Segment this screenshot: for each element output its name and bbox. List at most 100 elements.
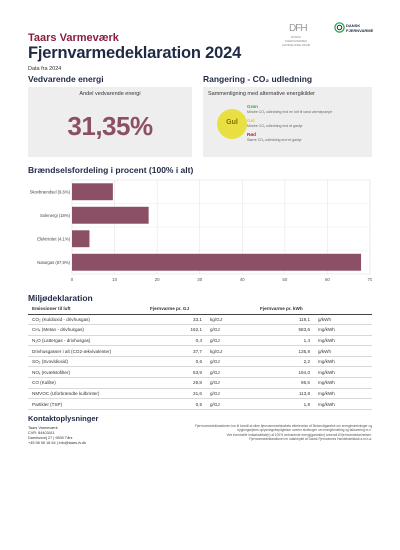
table-cell: mg/kWh: [314, 366, 372, 379]
table-cell: NMVOC (Uforbrændte kulbrinter): [28, 388, 146, 400]
fuel-distribution-chart-svg: 0 10 20 30 40 50 60 70 Skovbrændsel (9,6%) Solene…: [30, 179, 372, 282]
emissions-table-wrap: Emissioner til luft Fjernvarme pr. GJ Fj…: [28, 304, 372, 410]
chart-category-label: Naturgas (67,9%): [37, 260, 70, 265]
table-row: CO (Kulilte) 26,8 g/GJ 96,5 mg/kWh: [28, 377, 372, 389]
table-row: CH₄ (Metan - drivhusgas) 162,1 g/GJ 583,6 mg…: [28, 324, 372, 336]
contact-line: Damhusvej 27 | 9830 Tårs: [28, 436, 73, 440]
table-cell: g/kWh: [314, 345, 372, 357]
chart-x-tick-label: 60: [325, 277, 330, 282]
rangering-section-title: Rangering - CO₂ udledning: [203, 74, 313, 84]
chart-x-tick-label: 30: [197, 277, 202, 282]
table-row: Partikler (TSP) 0,5 g/GJ 1,8 mg/kWh: [28, 398, 372, 410]
table-cell: 0,4: [146, 335, 206, 347]
chart-bar: [72, 183, 113, 201]
table-cell: 1,8: [256, 398, 314, 410]
disclaimer: Fjernvarmedeklarationen har til formål a…: [142, 424, 372, 442]
table-cell: 37,7: [146, 345, 206, 357]
table-cell: CO (Kulilte): [28, 377, 146, 389]
table-cell: mg/kWh: [314, 356, 372, 368]
chart-x-tick-label: 20: [155, 277, 160, 282]
table-header-cell: Fjernvarme pr. GJ: [146, 304, 206, 315]
table-row: N₂O (Lattergas - drivhusgas) 0,4 g/GJ 1,4 mg…: [28, 335, 372, 347]
table-cell: mg/kWh: [314, 377, 372, 389]
dfh-logo-icon: DFH: [289, 23, 308, 34]
table-cell: g/GJ: [206, 335, 256, 347]
table-cell: CO₂ (Kuldioxid - drivhusgas): [28, 314, 146, 326]
table-cell: 96,5: [256, 377, 314, 389]
table-header-cell: Emissioner til luft: [28, 304, 146, 315]
chart-x-tick-label: 0: [71, 277, 74, 282]
chart-category-label: Solenergi (18%): [40, 213, 71, 218]
table-cell: Partikler (TSP): [28, 398, 146, 410]
table-cell: 162,1: [146, 324, 206, 336]
table-cell: 53,9: [146, 366, 206, 379]
level-yellow-desc: Mindre CO₂ udledning end et gasfyr: [247, 124, 303, 128]
level-red-name: Rød: [247, 132, 256, 137]
vedvarende-label: Andel vedvarende energi: [79, 91, 141, 97]
table-cell: 2,2: [256, 356, 314, 368]
table-row: SO₂ (Svovldioxid) 0,6 g/GJ 2,2 mg/kWh: [28, 356, 372, 368]
disclaimer-line: Fjernvarmedeklarationen er udarbejdet af…: [249, 437, 372, 442]
table-row: NMVOC (Uforbrændte kulbrinter) 31,6 g/GJ 11…: [28, 388, 372, 400]
chart-x-tick-label: 40: [240, 277, 245, 282]
data-year: Data fra 2024: [28, 66, 62, 72]
table-cell: g/kWh: [314, 314, 372, 326]
chart-bar: [72, 230, 90, 248]
fuel-distribution-chart: 0 10 20 30 40 50 60 70 Skovbrændsel (9,6%) Solene…: [28, 178, 372, 290]
contact-line: CVR: 84403411: [28, 431, 55, 435]
table-cell: 31,6: [146, 388, 206, 400]
emissions-table: Emissioner til luft Fjernvarme pr. GJ Fj…: [28, 304, 372, 410]
level-red-desc: Større CO₂ udledning end et gasfyr: [247, 138, 302, 142]
table-cell: 583,6: [256, 324, 314, 336]
co2-rating-badge-text: Gul: [226, 119, 238, 126]
table-cell: Drivhusgasser i alt (CO2-ækvivalenter): [28, 345, 146, 357]
contact-line: Taars Varmeværk: [28, 426, 58, 430]
contact-info: Taars Varmeværk CVR: 84403411 Damhusvej …: [28, 426, 86, 446]
miljo-section-title: Miljødeklaration: [28, 293, 93, 303]
level-green-name: Grøn: [247, 104, 258, 109]
table-cell: g/GJ: [206, 398, 256, 410]
chart-bar: [72, 253, 362, 271]
logo-df-line2: FJERNVARME: [346, 28, 374, 33]
disclaimer-line: Ved eventuelle indkøbsaftale(r) af 100% …: [226, 432, 372, 437]
vedvarende-section-title: Vedvarende energi: [28, 74, 104, 84]
table-cell: mg/kWh: [314, 324, 372, 336]
table-header-cell: [314, 304, 372, 315]
chart-category-label: Skovbrændsel (9,6%): [30, 189, 71, 194]
table-row: Drivhusgasser i alt (CO2-ækvivalenter) 37…: [28, 345, 372, 357]
company-name: Taars Varmeværk: [28, 32, 119, 44]
table-cell: N₂O (Lattergas - drivhusgas): [28, 335, 146, 347]
table-cell: 194,0: [256, 366, 314, 379]
kontakt-section-title: Kontaktoplysninger: [28, 414, 99, 423]
table-cell: 0,6: [146, 356, 206, 368]
table-header-cell: [206, 304, 256, 315]
table-cell: mg/kWh: [314, 335, 372, 347]
table-cell: g/GJ: [206, 356, 256, 368]
table-cell: kg/GJ: [206, 314, 256, 326]
table-cell: mg/kWh: [314, 398, 372, 410]
chart-bar: [72, 206, 149, 224]
table-row: NOₓ (Kvælstofilter) 53,9 g/GJ 194,0 mg/kWh: [28, 366, 372, 379]
page-title: Fjernvarmedeklaration 2024: [28, 44, 242, 62]
brandsel-section-title: Brændselsfordeling i procent (100% i alt…: [28, 165, 194, 175]
table-cell: 113,8: [256, 388, 314, 400]
page-header: Taars Varmeværk Fjernvarmedeklaration 20…: [28, 14, 380, 74]
table-cell: 0,5: [146, 398, 206, 410]
vedvarende-value: 31,35%: [67, 111, 153, 141]
table-cell: 1,4: [256, 335, 314, 347]
table-cell: g/GJ: [206, 377, 256, 389]
chart-x-tick-label: 50: [282, 277, 287, 282]
rangering-label: Sammenligning med alternative energikild…: [208, 91, 316, 97]
level-yellow-name: Gul: [247, 118, 255, 123]
dfh-logo-text: DANSK FJERNVARMES HANDELSSELSKAB: [282, 35, 310, 47]
table-cell: g/GJ: [206, 366, 256, 379]
table-cell: CH₄ (Metan - drivhusgas): [28, 324, 146, 336]
table-cell: kg/GJ: [206, 345, 256, 357]
contact-line[interactable]: +45 98 96 18 64 | info@taars-fv.dk: [28, 441, 87, 445]
table-cell: g/GJ: [206, 324, 256, 336]
chart-x-tick-label: 10: [112, 277, 117, 282]
table-header-cell: Fjernvarme pr. kWh: [256, 304, 314, 315]
logo-df-line1: DANSK: [346, 23, 361, 28]
level-green-desc: Mindre CO₂ udledning end en luft til van…: [247, 110, 333, 114]
table-cell: 33,1: [146, 314, 206, 326]
